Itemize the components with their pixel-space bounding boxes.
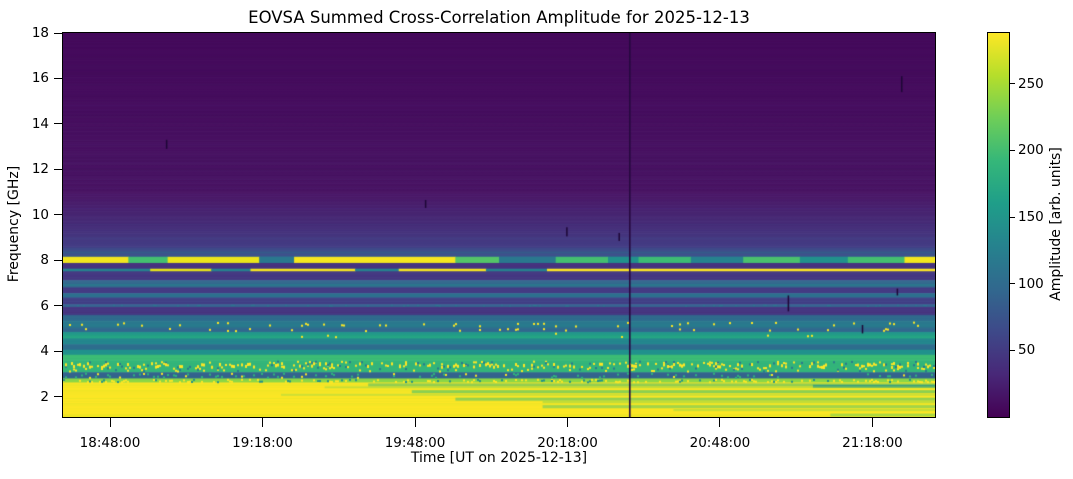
x-tick-label: 18:48:00 xyxy=(79,435,141,451)
y-tick-label: 8 xyxy=(40,252,49,269)
y-tick-label: 6 xyxy=(40,297,49,314)
colorbar-tick-label: 100 xyxy=(1018,275,1044,292)
x-tick-label: 19:18:00 xyxy=(232,435,293,451)
y-tick-label: 12 xyxy=(31,161,49,178)
y-tick-mark xyxy=(54,396,62,398)
colorbar-tick-mark xyxy=(1010,349,1015,351)
colorbar-tick-label: 50 xyxy=(1018,342,1036,359)
y-tick-label: 2 xyxy=(40,388,49,405)
spectrogram-heatmap xyxy=(63,33,935,417)
y-tick-label: 18 xyxy=(31,25,49,41)
x-tick-label: 19:48:00 xyxy=(384,435,446,451)
colorbar-gradient xyxy=(988,33,1009,417)
colorbar-tick-label: 150 xyxy=(1018,209,1044,225)
colorbar-tick-label: 250 xyxy=(1018,75,1044,92)
y-tick-mark xyxy=(54,77,62,79)
colorbar-tick-label: 200 xyxy=(1018,142,1044,159)
y-tick-mark xyxy=(54,168,62,170)
y-tick-label: 10 xyxy=(31,206,49,223)
x-tick-label: 21:18:00 xyxy=(842,435,903,451)
x-tick-label: 20:18:00 xyxy=(537,435,598,451)
y-tick-mark xyxy=(54,32,62,34)
x-tick-mark xyxy=(719,418,721,427)
y-tick-mark xyxy=(54,123,62,125)
y-tick-label: 14 xyxy=(31,115,49,132)
colorbar-tick-mark xyxy=(1010,149,1015,151)
colorbar-tick-mark xyxy=(1010,283,1015,285)
y-tick-mark xyxy=(54,259,62,261)
x-tick-mark xyxy=(871,418,873,427)
x-tick-mark xyxy=(109,418,111,427)
y-tick-mark xyxy=(54,305,62,307)
x-tick-mark xyxy=(567,418,569,427)
x-axis-label: Time [UT on 2025-12-13] xyxy=(410,450,588,466)
y-tick-label: 16 xyxy=(31,70,49,87)
y-tick-label: 4 xyxy=(40,343,49,360)
x-tick-mark xyxy=(414,418,416,427)
colorbar-tick-mark xyxy=(1010,83,1015,85)
colorbar-tick-mark xyxy=(1010,216,1015,218)
chart-title: EOVSA Summed Cross-Correlation Amplitude… xyxy=(248,8,750,27)
x-tick-label: 20:48:00 xyxy=(689,435,751,451)
x-tick-mark xyxy=(262,418,263,427)
y-tick-mark xyxy=(54,350,62,352)
y-tick-mark xyxy=(54,214,62,216)
